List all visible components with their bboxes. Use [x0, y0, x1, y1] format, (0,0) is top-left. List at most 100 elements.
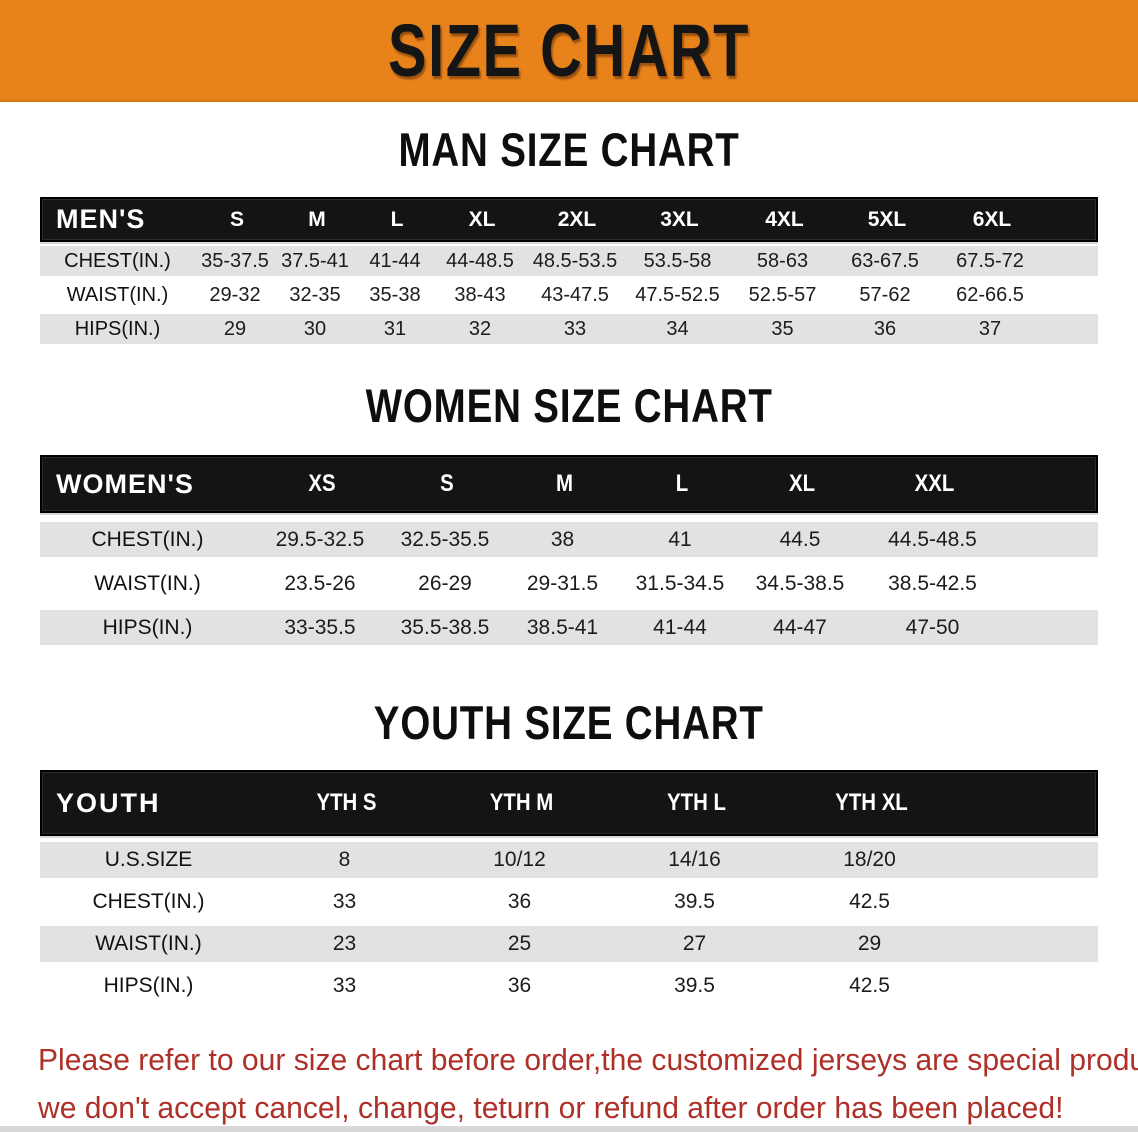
- table-cell: 62-66.5: [956, 283, 1024, 306]
- table-cell: 34.5-38.5: [755, 571, 845, 595]
- table-cell: 33: [332, 974, 357, 997]
- disclaimer-line-1: Please refer to our size chart before or…: [38, 1042, 1138, 1077]
- table-cell: 44-47: [773, 615, 827, 639]
- table-cell: 27: [682, 932, 707, 955]
- youth-ussize-row: U.S.SIZE 8 10/12 14/16 18/20: [40, 842, 1098, 878]
- table-cell: 63-67.5: [851, 249, 919, 272]
- table-cell: 23.5-26: [284, 571, 356, 595]
- row-label: HIPS(IN.): [74, 317, 161, 340]
- row-label: WAIST(IN.): [95, 932, 202, 955]
- table-cell: 31: [383, 317, 407, 340]
- table-cell: 29.5-32.5: [275, 527, 365, 551]
- table-cell: 42.5: [849, 890, 890, 913]
- men-col-header: M: [308, 207, 326, 231]
- men-col-header: 3XL: [660, 207, 699, 231]
- table-cell: 36: [507, 890, 532, 913]
- table-cell: 58-63: [756, 249, 809, 272]
- men-col-header: XL: [468, 207, 496, 231]
- table-cell: 35-38: [369, 283, 421, 306]
- table-cell: 29-32: [209, 283, 261, 306]
- table-cell: 48.5-53.5: [532, 249, 618, 272]
- table-cell: 33: [563, 317, 587, 340]
- table-cell: 44-48.5: [446, 249, 514, 272]
- men-col-header: 5XL: [867, 207, 907, 231]
- women-col-header: XXL: [914, 470, 955, 497]
- table-cell: 38.5-41: [526, 615, 599, 639]
- youth-heading-text: YOUTH SIZE CHART: [374, 696, 764, 749]
- table-cell: 32-35: [289, 283, 341, 306]
- youth-col-header: YTH M: [489, 789, 554, 816]
- table-cell: 23: [332, 932, 357, 955]
- table-cell: 38.5-42.5: [888, 571, 977, 595]
- men-col-header: L: [390, 207, 404, 231]
- table-cell: 8: [338, 848, 351, 871]
- row-label: HIPS(IN.): [102, 615, 193, 639]
- youth-chest-row: CHEST(IN.) 33 36 39.5 42.5: [40, 884, 1098, 920]
- men-hips-row: HIPS(IN.) 29 30 31 32 33 34 35 36 37: [40, 314, 1098, 344]
- table-cell: 39.5: [674, 890, 715, 913]
- table-cell: 36: [507, 974, 532, 997]
- youth-hips-row: HIPS(IN.) 33 36 39.5 42.5: [40, 968, 1098, 1004]
- row-label: U.S.SIZE: [104, 848, 193, 871]
- row-label: WAIST(IN.): [94, 571, 201, 595]
- disclaimer-text: Please refer to our size chart before or…: [38, 1036, 1138, 1132]
- men-col-header: 4XL: [765, 207, 804, 231]
- table-cell: 30: [303, 317, 327, 340]
- youth-corner-label: YOUTH: [56, 787, 161, 818]
- youth-size-table: YOUTH YTH S YTH M YTH L YTH XL U.S.SIZE …: [40, 770, 1098, 1004]
- banner: SIZE CHART: [0, 0, 1138, 102]
- women-corner-label: WOMEN'S: [56, 468, 194, 499]
- men-waist-row: WAIST(IN.) 29-32 32-35 35-38 38-43 43-47…: [40, 280, 1098, 310]
- banner-title: SIZE CHART: [388, 8, 750, 92]
- table-cell: 47-50: [905, 615, 960, 639]
- table-cell: 38-43: [454, 283, 506, 306]
- bottom-edge-strip: [0, 1126, 1138, 1132]
- men-chest-row: CHEST(IN.) 35-37.5 37.5-41 41-44 44-48.5…: [40, 246, 1098, 276]
- table-cell: 10/12: [493, 848, 546, 871]
- women-table-header: WOMEN'S XS S M L XL XXL: [40, 455, 1098, 513]
- men-size-table: MEN'S S M L XL 2XL 3XL 4XL 5XL 6XL CHEST…: [40, 197, 1098, 344]
- table-cell: 39.5: [674, 974, 715, 997]
- youth-waist-row: WAIST(IN.) 23 25 27 29: [40, 926, 1098, 962]
- women-hips-row: HIPS(IN.) 33-35.5 35.5-38.5 38.5-41 41-4…: [40, 610, 1098, 645]
- table-cell: 43-47.5: [541, 283, 609, 306]
- table-cell: 29: [223, 317, 247, 340]
- table-cell: 34: [666, 317, 689, 340]
- youth-col-header: YTH L: [667, 789, 726, 816]
- men-section-heading: MAN SIZE CHART: [0, 122, 1138, 177]
- row-label: CHEST(IN.): [92, 890, 205, 913]
- table-cell: 29-31.5: [526, 571, 599, 595]
- table-cell: 57-62: [859, 283, 911, 306]
- table-cell: 42.5: [849, 974, 890, 997]
- row-label: CHEST(IN.): [64, 249, 171, 272]
- men-col-header: 2XL: [557, 207, 597, 231]
- table-cell: 29: [857, 932, 882, 955]
- women-col-header: S: [440, 470, 454, 497]
- women-heading-text: WOMEN SIZE CHART: [365, 379, 773, 432]
- men-heading-text: MAN SIZE CHART: [398, 123, 740, 176]
- table-cell: 35: [771, 317, 794, 340]
- youth-table-header: YOUTH YTH S YTH M YTH L YTH XL: [40, 770, 1098, 836]
- women-size-table: WOMEN'S XS S M L XL XXL CHEST(IN.) 29.5-…: [40, 455, 1098, 645]
- disclaimer-line-2: we don't accept cancel, change, teturn o…: [38, 1090, 1064, 1125]
- table-cell: 33-35.5: [284, 615, 356, 639]
- table-cell: 44.5: [779, 527, 821, 551]
- table-cell: 67.5-72: [956, 249, 1024, 272]
- table-cell: 26-29: [418, 571, 472, 595]
- row-label: CHEST(IN.): [91, 527, 204, 551]
- table-cell: 31.5-34.5: [635, 571, 725, 595]
- row-label: WAIST(IN.): [66, 283, 169, 306]
- table-cell: 32: [468, 317, 492, 340]
- men-col-header: 6XL: [972, 207, 1012, 231]
- row-label: HIPS(IN.): [103, 974, 194, 997]
- women-col-header: XL: [788, 470, 816, 497]
- table-cell: 47.5-52.5: [635, 283, 720, 306]
- table-cell: 38: [550, 527, 575, 551]
- women-col-header: M: [556, 470, 573, 497]
- table-cell: 18/20: [843, 848, 896, 871]
- table-cell: 36: [873, 317, 897, 340]
- table-cell: 44.5-48.5: [888, 527, 977, 551]
- table-cell: 33: [332, 890, 357, 913]
- table-cell: 35.5-38.5: [400, 615, 490, 639]
